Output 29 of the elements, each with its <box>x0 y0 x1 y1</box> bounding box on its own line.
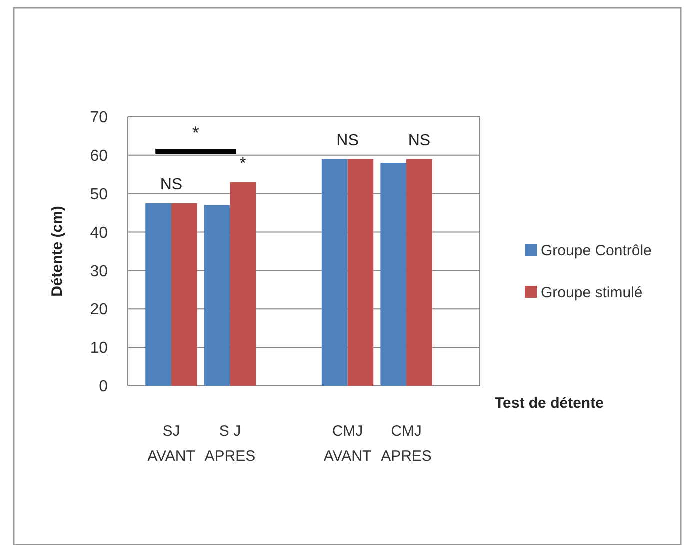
x-tick-label: S J APRES <box>204 423 256 465</box>
y-axis-title: Détente (cm) <box>49 206 66 297</box>
bar <box>171 203 198 386</box>
y-tick-label: 20 <box>90 302 108 319</box>
annotation: * <box>240 155 246 172</box>
y-tick-label: 30 <box>90 263 108 280</box>
annotation: NS <box>408 132 431 150</box>
annotation: * <box>192 123 200 143</box>
annotation: NS <box>160 176 183 194</box>
annotation: NS <box>336 132 359 150</box>
bar <box>348 159 374 386</box>
bar <box>204 205 230 386</box>
y-tick-label: 40 <box>90 224 108 242</box>
y-tick-label: 10 <box>90 340 108 358</box>
x-tick-label: CMJ APRES <box>381 423 432 465</box>
x-axis-title: Test de détente <box>495 395 604 412</box>
bar <box>230 182 256 386</box>
legend-label: Groupe stimulé <box>541 284 643 302</box>
y-tick-label: 60 <box>90 148 108 166</box>
legend-label: Groupe Contrôle <box>541 242 652 260</box>
bar <box>146 203 172 386</box>
x-tick-label: CMJ AVANT <box>324 423 372 465</box>
bar <box>406 159 432 386</box>
bar <box>322 159 348 386</box>
bar <box>380 163 407 386</box>
y-tick-label: 50 <box>90 186 108 204</box>
x-tick-label: SJ AVANT <box>148 423 196 465</box>
y-tick-label: 70 <box>90 110 108 127</box>
y-tick-label: 0 <box>99 378 108 396</box>
